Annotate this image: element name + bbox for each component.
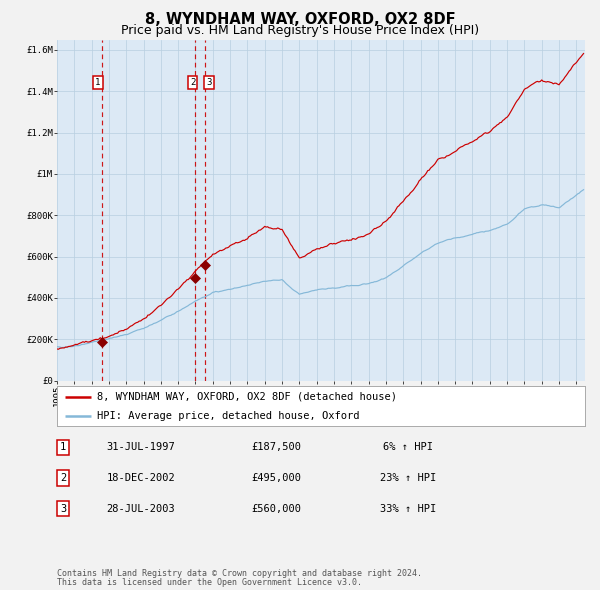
Text: 3: 3	[60, 504, 66, 513]
Text: £187,500: £187,500	[251, 442, 301, 452]
Text: Contains HM Land Registry data © Crown copyright and database right 2024.: Contains HM Land Registry data © Crown c…	[57, 569, 422, 578]
Text: 1: 1	[95, 78, 101, 87]
Text: £495,000: £495,000	[251, 473, 301, 483]
Text: 6% ↑ HPI: 6% ↑ HPI	[383, 442, 433, 452]
Text: 1: 1	[60, 442, 66, 452]
Text: 3: 3	[206, 78, 212, 87]
Text: 8, WYNDHAM WAY, OXFORD, OX2 8DF (detached house): 8, WYNDHAM WAY, OXFORD, OX2 8DF (detache…	[97, 392, 397, 402]
Text: 28-JUL-2003: 28-JUL-2003	[107, 504, 175, 513]
Text: 33% ↑ HPI: 33% ↑ HPI	[380, 504, 436, 513]
Text: 8, WYNDHAM WAY, OXFORD, OX2 8DF: 8, WYNDHAM WAY, OXFORD, OX2 8DF	[145, 12, 455, 27]
Text: 2: 2	[60, 473, 66, 483]
Text: 23% ↑ HPI: 23% ↑ HPI	[380, 473, 436, 483]
Text: £560,000: £560,000	[251, 504, 301, 513]
Text: Price paid vs. HM Land Registry's House Price Index (HPI): Price paid vs. HM Land Registry's House …	[121, 24, 479, 37]
Text: 31-JUL-1997: 31-JUL-1997	[107, 442, 175, 452]
Text: This data is licensed under the Open Government Licence v3.0.: This data is licensed under the Open Gov…	[57, 578, 362, 587]
Text: 2: 2	[190, 78, 196, 87]
Text: 18-DEC-2002: 18-DEC-2002	[107, 473, 175, 483]
Text: HPI: Average price, detached house, Oxford: HPI: Average price, detached house, Oxfo…	[97, 411, 359, 421]
